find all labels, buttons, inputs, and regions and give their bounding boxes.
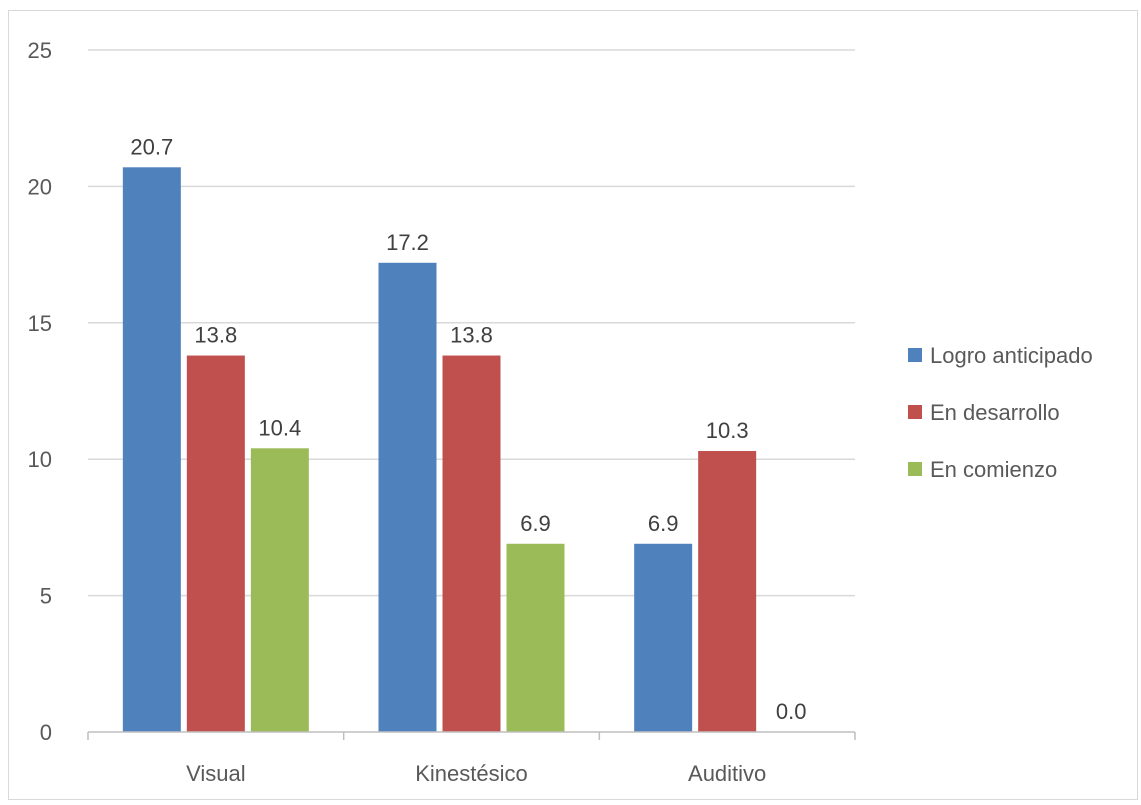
y-tick-label: 10 [28, 447, 52, 472]
y-tick-label: 0 [40, 720, 52, 745]
data-label: 6.9 [520, 511, 551, 536]
bar [506, 543, 565, 732]
data-label: 10.4 [258, 415, 301, 440]
data-label: 17.2 [386, 230, 429, 255]
y-tick-label: 20 [28, 174, 52, 199]
bar [698, 451, 757, 732]
data-labels: 20.7 13.8 10.4 17.2 13.8 6.9 6.9 10.3 0.0 [130, 134, 806, 724]
legend-label: Logro anticipado [930, 343, 1093, 368]
x-axis-ticks: Visual Kinestésico Auditivo [186, 761, 766, 786]
bar [378, 262, 437, 732]
legend: Logro anticipado En desarrollo En comienzo [908, 343, 1093, 482]
y-tick-label: 5 [40, 584, 52, 609]
legend-swatch [908, 348, 922, 362]
bar [186, 355, 245, 732]
x-axis [87, 731, 856, 740]
data-label: 10.3 [706, 418, 749, 443]
x-tick-label: Auditivo [688, 761, 766, 786]
x-tick-label: Kinestésico [415, 761, 528, 786]
data-label: 6.9 [648, 511, 679, 536]
y-tick-label: 25 [28, 38, 52, 63]
bar [442, 355, 501, 732]
y-tick-label: 15 [28, 311, 52, 336]
legend-swatch [908, 462, 922, 476]
bars [122, 167, 757, 732]
bar [634, 543, 693, 732]
data-label: 20.7 [130, 134, 173, 159]
y-axis-ticks: 0 5 10 15 20 25 [28, 38, 52, 745]
data-label: 0.0 [776, 699, 807, 724]
legend-label: En comienzo [930, 457, 1057, 482]
data-label: 13.8 [194, 323, 237, 348]
legend-swatch [908, 405, 922, 419]
bar [122, 167, 181, 732]
data-label: 13.8 [450, 323, 493, 348]
x-tick-label: Visual [186, 761, 246, 786]
bar [250, 448, 309, 732]
legend-label: En desarrollo [930, 400, 1060, 425]
